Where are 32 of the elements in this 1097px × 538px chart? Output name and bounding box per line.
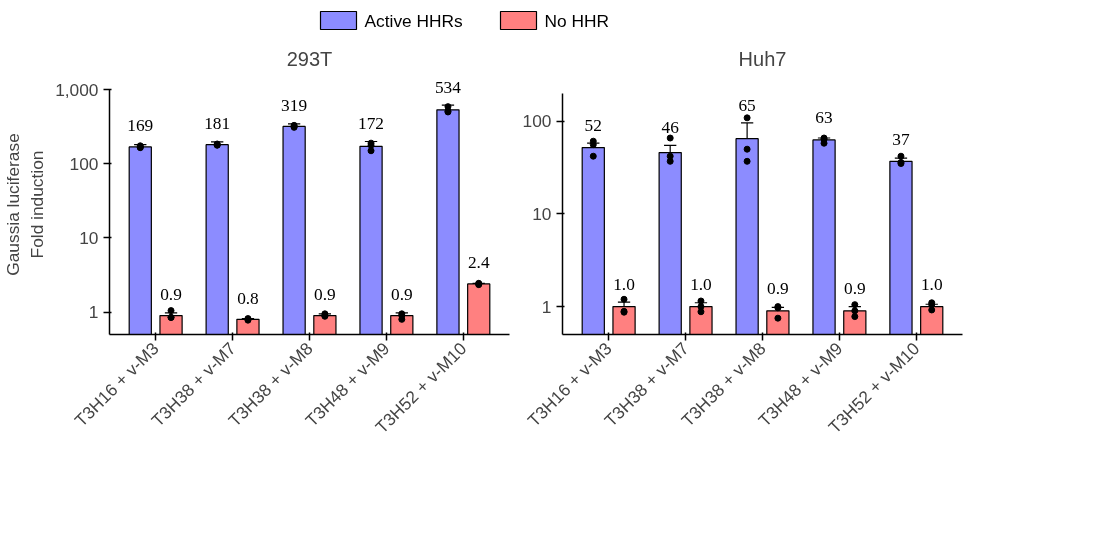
data-label: 63 — [815, 108, 833, 128]
y-tick-label: 1 — [88, 302, 99, 323]
data-label: 172 — [358, 114, 385, 134]
data-label: 37 — [892, 129, 910, 149]
data-label: 1.0 — [613, 275, 635, 295]
data-label: 65 — [738, 95, 756, 115]
data-label: 0.9 — [843, 279, 866, 299]
data-label: 2.4 — [467, 253, 490, 273]
legend-label: No HHR — [544, 10, 610, 31]
y-tick-label: 100 — [69, 153, 99, 174]
y-tick-label: 1,000 — [55, 79, 99, 100]
data-label: 0.9 — [314, 284, 336, 304]
data-label: 46 — [661, 118, 680, 138]
chart-title: 293T — [286, 47, 333, 70]
data-label: 0.9 — [160, 284, 182, 304]
data-label: 319 — [281, 95, 308, 115]
y-tick-label: 10 — [79, 227, 99, 248]
chart-title: Huh7 — [738, 47, 787, 70]
data-label: 181 — [204, 114, 231, 134]
data-label: 534 — [434, 78, 462, 98]
y-tick-label: 10 — [532, 203, 552, 224]
data-label: 0.8 — [237, 288, 259, 308]
data-label: 52 — [584, 116, 602, 136]
data-label: 1.0 — [690, 275, 712, 295]
y-tick-label: 100 — [522, 111, 552, 132]
y-axis-title: Gaussia luciferase Fold induction — [3, 133, 48, 276]
data-label: 0.9 — [767, 279, 789, 299]
data-label: 0.9 — [390, 284, 413, 304]
legend-label: Active HHRs — [364, 10, 464, 31]
y-tick-label: 1 — [541, 296, 552, 317]
data-label: 1.0 — [920, 275, 943, 295]
data-label: 169 — [127, 116, 154, 136]
